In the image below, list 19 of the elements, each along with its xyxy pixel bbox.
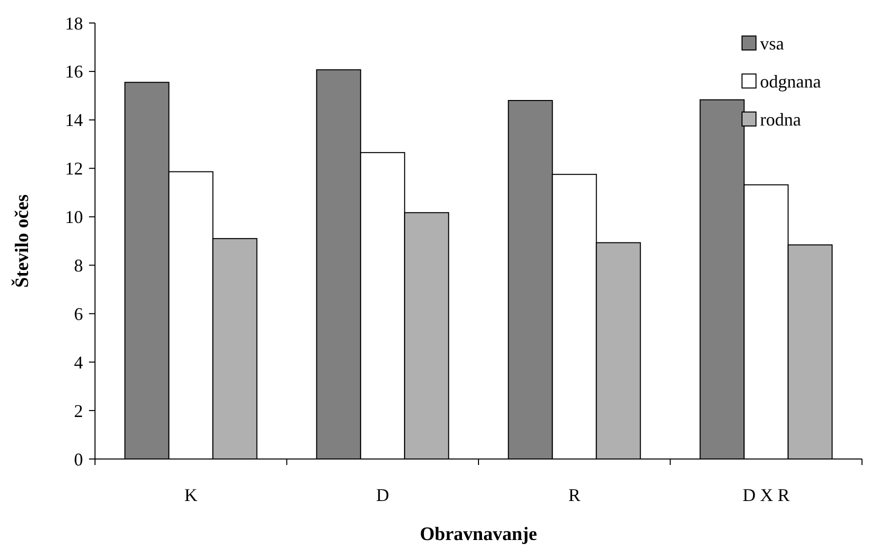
legend-label: odgnana: [760, 71, 821, 92]
y-tick-label: 14: [65, 110, 83, 130]
x-tick-label: D X R: [742, 485, 790, 505]
y-tick-label: 18: [65, 13, 83, 34]
x-tick-label: D: [376, 485, 390, 505]
x-axis-title: Obravnavanje: [420, 524, 538, 545]
y-tick-label: 0: [74, 449, 83, 470]
y-tick-label: 6: [74, 304, 83, 324]
x-tick-label: K: [184, 485, 198, 505]
y-tick-label: 12: [65, 158, 83, 179]
y-tick-label: 2: [74, 400, 83, 421]
y-axis-title: Število očes: [11, 194, 33, 288]
x-tick-label: R: [568, 485, 580, 505]
y-tick-label: 4: [74, 352, 83, 372]
legend-label: vsa: [760, 33, 784, 54]
y-tick-label: 8: [74, 256, 83, 276]
y-tick-label: 16: [65, 62, 83, 82]
legend-label: rodna: [760, 109, 801, 130]
y-tick-label: 10: [65, 207, 83, 228]
